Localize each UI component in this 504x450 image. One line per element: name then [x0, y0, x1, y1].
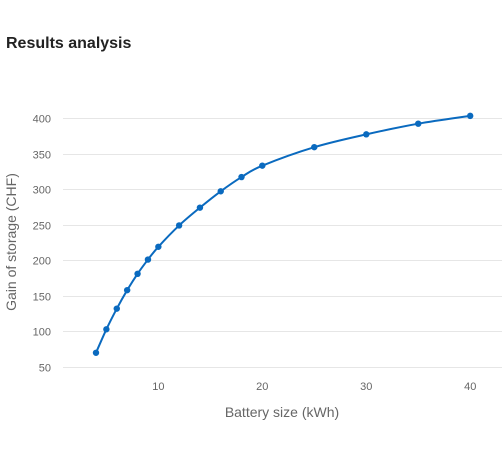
y-tick-label: 200	[33, 256, 51, 268]
series-layer	[92, 112, 474, 356]
data-point	[415, 120, 422, 127]
data-point	[363, 131, 370, 138]
x-axis-ticks: 10 20 30 40	[152, 381, 476, 393]
data-point	[155, 243, 162, 250]
y-tick-label: 250	[33, 221, 51, 233]
y-axis-ticks: 50 100 150 200 250 300 350 400	[33, 114, 51, 375]
data-point	[259, 162, 266, 169]
data-point	[238, 173, 245, 181]
x-tick-label: 10	[152, 381, 164, 393]
y-tick-label: 150	[33, 292, 51, 304]
y-tick-label: 300	[33, 185, 51, 197]
x-axis-title: Battery size (kWh)	[225, 404, 339, 420]
grid-lines	[63, 118, 502, 368]
data-point	[175, 222, 183, 229]
data-point	[123, 286, 131, 294]
data-point	[113, 305, 120, 312]
y-tick-label: 400	[33, 114, 51, 126]
y-tick-label: 350	[33, 150, 51, 162]
x-tick-label: 30	[360, 381, 372, 393]
data-point	[144, 256, 152, 263]
data-point	[217, 188, 224, 195]
x-tick-label: 40	[464, 381, 476, 393]
data-point	[134, 270, 141, 277]
y-axis-title: Gain of storage (CHF)	[3, 173, 19, 311]
data-point	[103, 326, 110, 333]
data-point	[196, 204, 204, 211]
data-point	[467, 112, 474, 120]
y-tick-label: 100	[33, 327, 51, 339]
x-tick-label: 20	[256, 381, 268, 393]
data-point	[311, 143, 318, 151]
data-point	[92, 349, 100, 356]
y-tick-label: 50	[39, 363, 51, 375]
page-title: Results analysis	[6, 35, 132, 52]
series-line	[94, 114, 472, 354]
